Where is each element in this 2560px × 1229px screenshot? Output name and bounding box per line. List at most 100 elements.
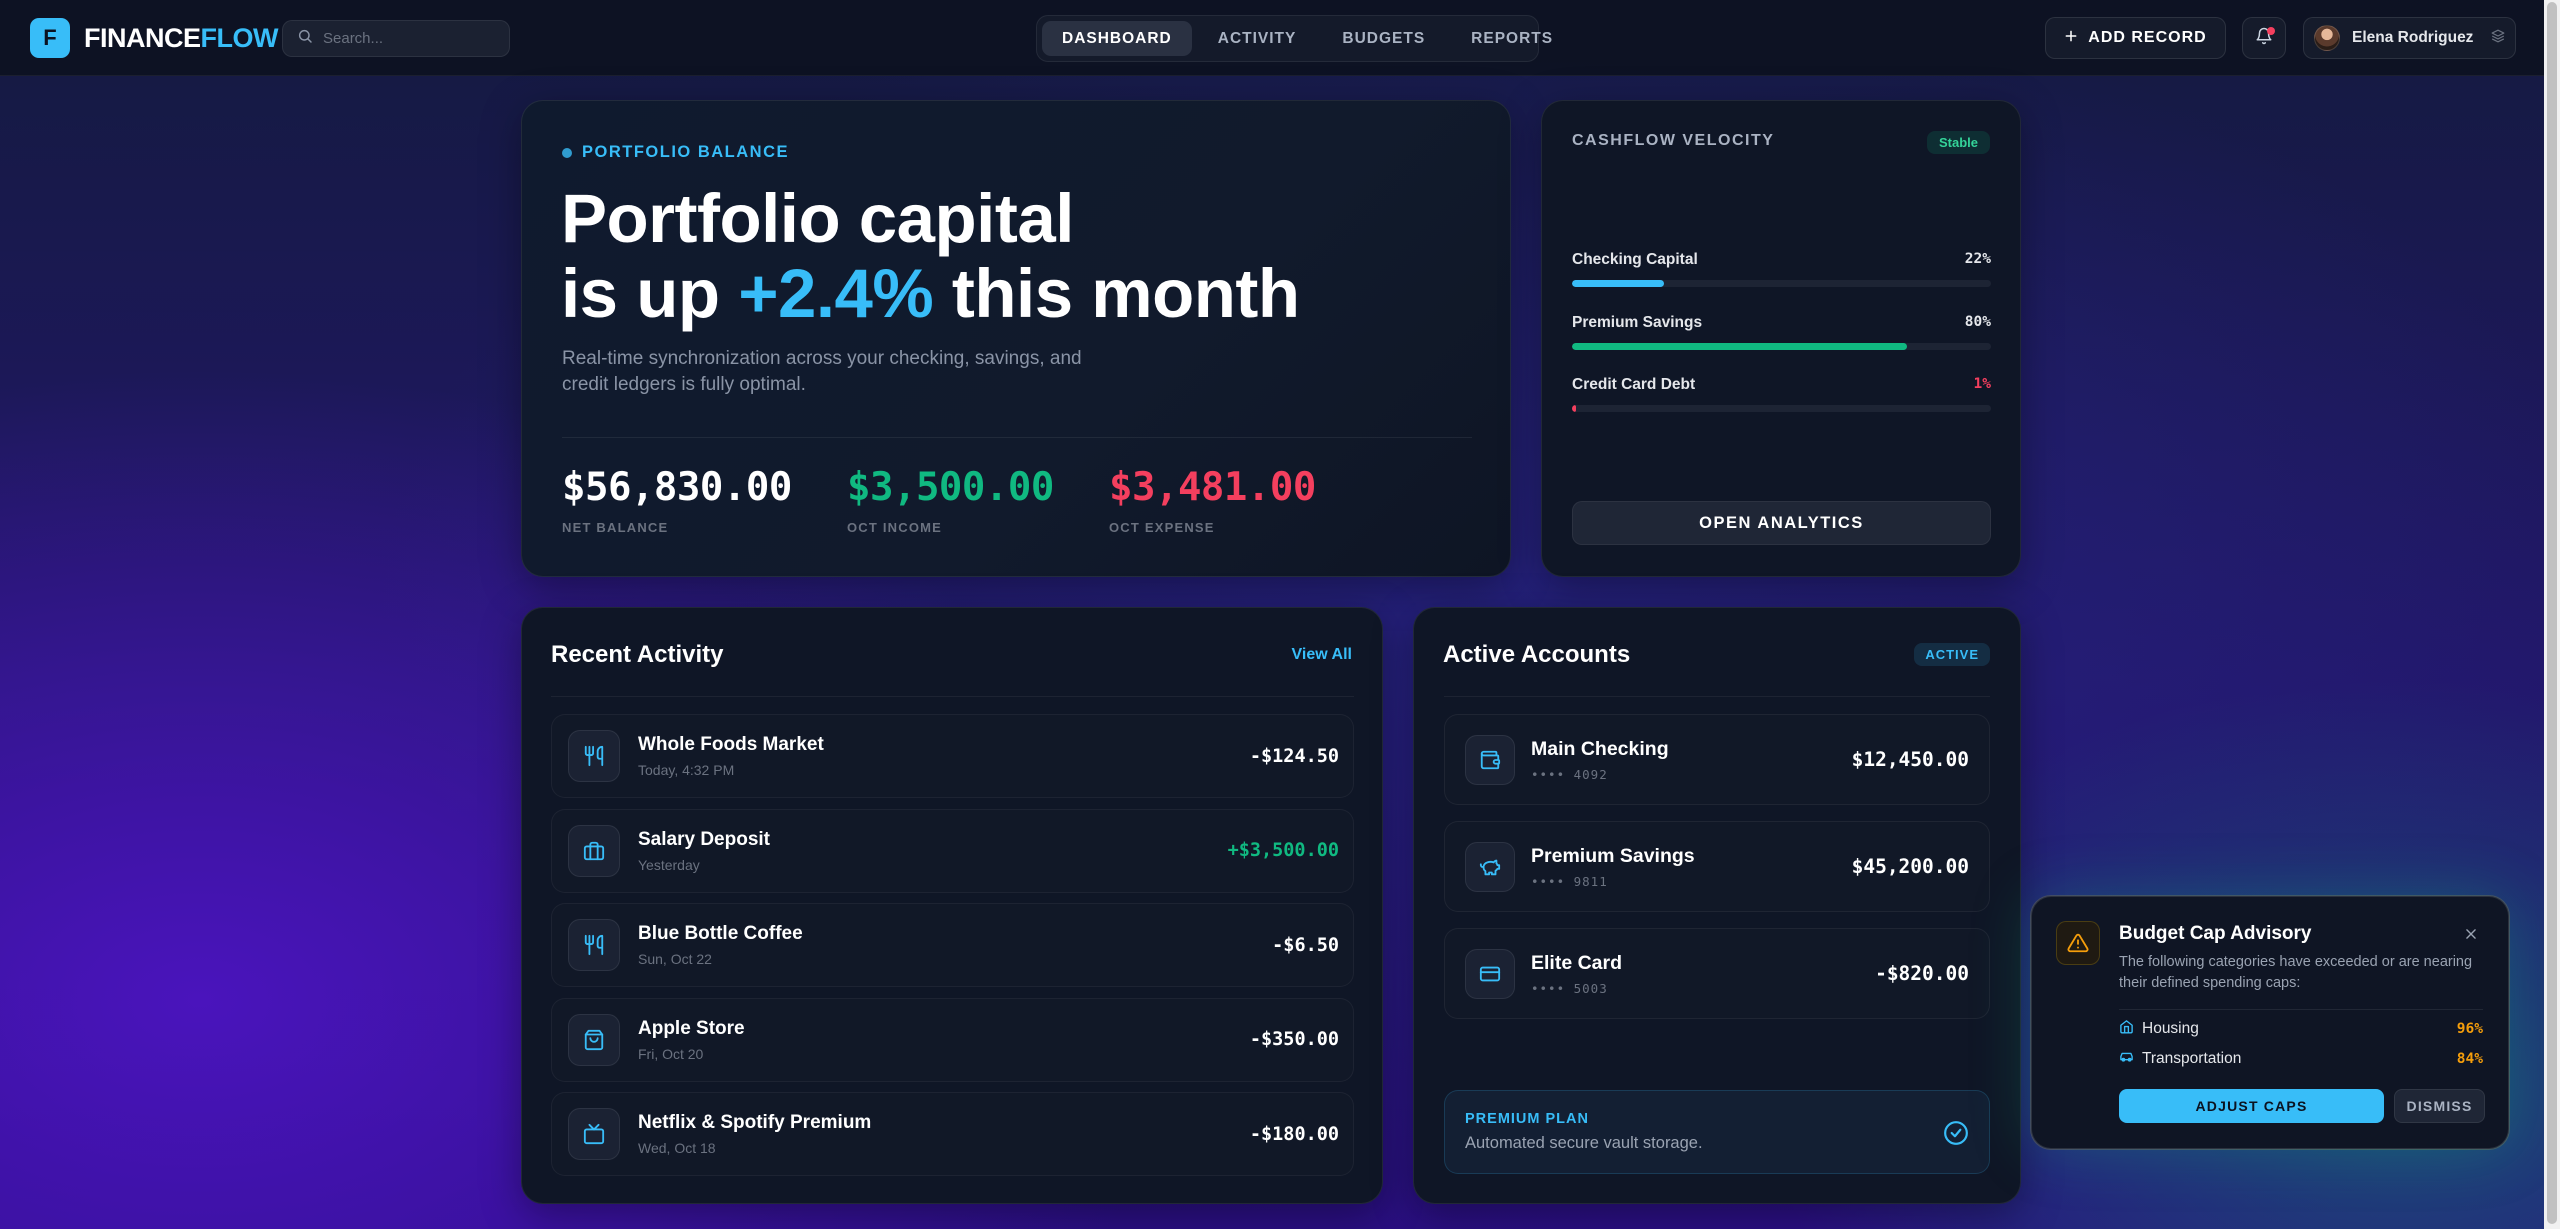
account-balance: $45,200.00	[1851, 855, 1969, 878]
transaction-amount: -$124.50	[1249, 745, 1339, 767]
transaction-date: Today, 4:32 PM	[638, 762, 735, 778]
divider	[2119, 1009, 2483, 1010]
user-menu-button[interactable]: Elena Rodriguez	[2303, 17, 2516, 59]
list-item[interactable]: Apple Store Fri, Oct 20 -$350.00	[551, 997, 1354, 1082]
transaction-list: Whole Foods Market Today, 4:32 PM -$124.5…	[551, 714, 1354, 1187]
search-input[interactable]	[323, 30, 493, 47]
progress-track	[1572, 280, 1991, 287]
stat-label: NET BALANCE	[562, 520, 669, 535]
advisory-category-transportation: Transportation 84%	[2119, 1049, 2483, 1069]
title-line-1: Portfolio capital	[561, 180, 1074, 257]
notifications-button[interactable]	[2242, 17, 2286, 59]
account-number: •••• 9811	[1531, 873, 1608, 889]
shopping-bag-icon	[568, 1013, 620, 1066]
card-title: CASHFLOW VELOCITY	[1572, 132, 1775, 149]
wallet-icon	[1465, 734, 1515, 785]
tab-reports[interactable]: REPORTS	[1471, 29, 1554, 47]
logo-text-primary: FINANCE	[84, 22, 201, 53]
add-record-button[interactable]: ADD RECORD	[2045, 17, 2226, 59]
progress-track	[1572, 405, 1991, 412]
stat-value: $3,500.00	[847, 465, 1054, 510]
list-item[interactable]: Netflix & Spotify Premium Wed, Oct 18 -$1…	[551, 1092, 1354, 1176]
budget-advisory-popup: Budget Cap Advisory The following catego…	[2031, 896, 2509, 1149]
logo-text-accent: FLOW	[200, 22, 279, 53]
main-nav-tabs: DASHBOARD ACTIVITY BUDGETS REPORTS	[1036, 15, 1552, 62]
notification-dot	[2267, 27, 2275, 35]
account-number: •••• 4092	[1531, 766, 1608, 782]
title-suffix: this month	[933, 255, 1300, 332]
bar-value: 1%	[1973, 376, 1991, 392]
transaction-amount: -$180.00	[1249, 1123, 1339, 1145]
account-name: Elite Card	[1531, 951, 1623, 974]
stat-label: OCT EXPENSE	[1109, 520, 1215, 535]
divider	[1444, 696, 1990, 697]
account-item[interactable]: Elite Card •••• 5003 -$820.00	[1444, 928, 1990, 1019]
cashflow-velocity-card: CASHFLOW VELOCITY Stable Checking Capita…	[1541, 100, 2021, 577]
progress-fill	[1572, 343, 1908, 350]
car-icon	[2119, 1049, 2134, 1069]
advisory-description: The following categories have exceeded o…	[2119, 954, 2473, 991]
tv-icon	[568, 1108, 620, 1160]
category-name: Transportation	[2142, 1050, 2242, 1067]
top-navigation-bar: F FINANCEFLOW DASHBOARD ACTIVITY BUDGETS…	[0, 0, 2544, 76]
scrollbar-thumb[interactable]	[2547, 2, 2557, 1224]
list-item[interactable]: Whole Foods Market Today, 4:32 PM -$124.5…	[551, 714, 1354, 798]
stat-value: $3,481.00	[1109, 465, 1316, 510]
title-line-2: is up +2.4% this month	[561, 256, 1300, 331]
stat-value: $56,830.00	[562, 465, 792, 510]
list-item[interactable]: Blue Bottle Coffee Sun, Oct 22 -$6.50	[551, 903, 1354, 987]
credit-card-icon	[1465, 948, 1515, 999]
transaction-date: Wed, Oct 18	[638, 1140, 716, 1156]
recent-activity-card: Recent Activity View All Whole Foods Mar…	[521, 607, 1383, 1204]
stat-income: $3,500.00 OCT INCOME	[847, 465, 1054, 535]
divider	[551, 696, 1354, 697]
title-highlight: +2.4%	[738, 255, 934, 332]
account-item[interactable]: Premium Savings •••• 9811 $45,200.00	[1444, 821, 1990, 912]
transaction-name: Apple Store	[638, 1017, 745, 1039]
portfolio-eyebrow: PORTFOLIO BALANCE	[562, 143, 789, 162]
status-dot	[562, 147, 572, 158]
bell-icon	[2255, 27, 2273, 50]
app-logo[interactable]: F FINANCEFLOW	[30, 18, 278, 58]
advisory-category-housing: Housing 96%	[2119, 1019, 2483, 1039]
stat-expense: $3,481.00 OCT EXPENSE	[1109, 465, 1316, 535]
transaction-amount: -$6.50	[1272, 934, 1339, 956]
account-balance: -$820.00	[1875, 962, 1969, 985]
tab-budgets[interactable]: BUDGETS	[1342, 29, 1426, 47]
open-analytics-button[interactable]: OPEN ANALYTICS	[1572, 501, 1991, 545]
view-all-link[interactable]: View All	[1291, 646, 1352, 663]
stat-label: OCT INCOME	[847, 520, 943, 535]
account-name: Premium Savings	[1531, 844, 1695, 867]
adjust-caps-button[interactable]: ADJUST CAPS	[2119, 1089, 2384, 1123]
transaction-name: Blue Bottle Coffee	[638, 923, 803, 944]
utensils-icon	[568, 919, 620, 971]
tab-dashboard[interactable]: DASHBOARD	[1042, 21, 1192, 56]
premium-label: PREMIUM PLAN	[1465, 1111, 1589, 1127]
progress-fill	[1572, 405, 1577, 412]
account-name: Main Checking	[1531, 737, 1669, 760]
account-balance: $12,450.00	[1851, 748, 1969, 771]
home-icon	[2119, 1019, 2134, 1039]
premium-description: Automated secure vault storage.	[1465, 1134, 1703, 1152]
account-item[interactable]: Main Checking •••• 4092 $12,450.00	[1444, 714, 1990, 805]
piggy-bank-icon	[1465, 841, 1515, 892]
category-percent: 96%	[2456, 1021, 2483, 1037]
plus-icon	[2064, 29, 2078, 48]
utensils-icon	[568, 730, 620, 782]
tab-activity[interactable]: ACTIVITY	[1217, 29, 1297, 47]
premium-plan-banner[interactable]: PREMIUM PLAN Automated secure vault stor…	[1444, 1090, 1990, 1174]
bar-label: Premium Savings	[1572, 314, 1703, 331]
list-item[interactable]: Salary Deposit Yesterday +$3,500.00	[551, 808, 1354, 893]
page-title: Portfolio capital is up +2.4% this month	[561, 181, 1300, 331]
velocity-bar-checking: Checking Capital 22%	[1572, 251, 1991, 287]
dismiss-button[interactable]: DISMISS	[2394, 1089, 2485, 1123]
bar-value: 22%	[1964, 251, 1991, 267]
active-accounts-card: Active Accounts ACTIVE Main Checking ••••…	[1413, 607, 2021, 1204]
progress-fill	[1572, 280, 1665, 287]
search-box[interactable]	[282, 20, 510, 57]
hero-subtitle: Real-time synchronization across your ch…	[562, 348, 1082, 395]
close-icon[interactable]	[2462, 925, 2480, 943]
page-scrollbar[interactable]	[2544, 0, 2560, 1229]
logo-mark: F	[30, 18, 70, 58]
layers-icon	[2491, 29, 2505, 48]
